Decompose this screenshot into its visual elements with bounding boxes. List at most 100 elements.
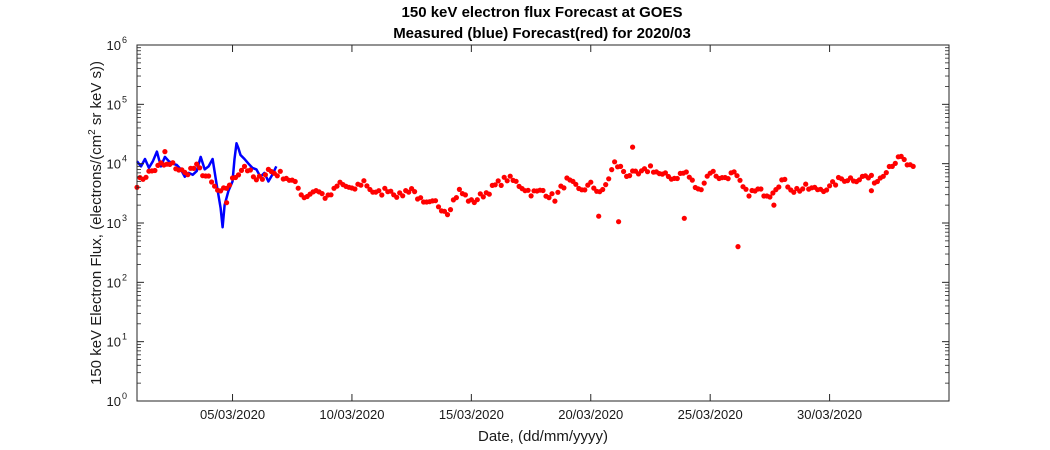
forecast-point <box>674 175 680 182</box>
forecast-point <box>412 189 418 195</box>
forecast-point <box>528 193 534 199</box>
forecast-point <box>394 194 400 200</box>
forecast-point <box>588 179 594 185</box>
forecast-point <box>480 194 486 200</box>
y-axis-label: 150 keV Electron Flux, (electrons/(cm2 s… <box>87 61 105 385</box>
forecast-point <box>874 178 881 185</box>
y-axis-label-superscript: 2 <box>87 129 98 135</box>
forecast-point <box>868 188 875 194</box>
x-tick-label: 10/03/2020 <box>319 407 384 422</box>
forecast-point <box>803 181 809 187</box>
forecast-point <box>143 174 149 180</box>
forecast-point <box>292 178 298 185</box>
forecast-point <box>194 161 200 167</box>
y-tick-label: 10 <box>107 394 121 409</box>
forecast-point <box>444 212 451 218</box>
forecast-point <box>277 168 283 174</box>
forecast-point <box>606 176 612 182</box>
forecast-point <box>453 195 459 201</box>
forecast-point <box>910 163 916 169</box>
forecast-point <box>618 163 624 169</box>
forecast-point <box>644 169 651 175</box>
forecast-point <box>224 200 230 206</box>
forecast-point <box>376 188 382 194</box>
forecast-point <box>901 156 907 163</box>
forecast-point <box>824 187 830 193</box>
forecast-point <box>883 170 889 176</box>
forecast-point <box>662 170 669 176</box>
forecast-point <box>474 197 480 203</box>
forecast-point <box>827 183 833 189</box>
forecast-point <box>746 193 752 199</box>
forecast-point <box>295 185 301 191</box>
forecast-point <box>456 186 462 192</box>
x-tick-label: 15/03/2020 <box>439 407 504 422</box>
forecast-point <box>432 198 439 204</box>
forecast-point <box>767 194 773 200</box>
forecast-point <box>418 195 424 201</box>
forecast-point <box>226 182 233 188</box>
forecast-point <box>388 188 394 194</box>
forecast-point <box>710 168 716 174</box>
measured-series-line <box>136 142 278 229</box>
forecast-point <box>513 178 519 184</box>
forecast-point <box>561 185 567 191</box>
forecast-point <box>734 173 740 179</box>
series-layer <box>134 142 916 250</box>
forecast-point <box>262 172 268 178</box>
forecast-point <box>555 189 561 195</box>
chart-subtitle: Measured (blue) Forecast(red) for 2020/0… <box>393 25 691 42</box>
y-axis-label-text: sr keV s)) <box>88 61 105 129</box>
forecast-point <box>701 180 707 186</box>
forecast-point <box>735 244 741 250</box>
forecast-point <box>379 192 385 198</box>
forecast-point <box>328 192 334 198</box>
forecast-point <box>400 193 406 199</box>
forecast-point <box>880 173 886 179</box>
forecast-point <box>833 182 839 188</box>
forecast-point <box>698 187 704 193</box>
forecast-point <box>868 172 875 178</box>
forecast-point <box>212 183 218 189</box>
forecast-point <box>596 213 602 219</box>
y-tick-label: 10 <box>107 97 121 112</box>
forecast-point <box>549 191 555 197</box>
forecast-point <box>191 165 197 171</box>
forecast-point <box>791 189 797 195</box>
forecast-point <box>498 182 504 188</box>
forecast-point <box>603 182 609 188</box>
forecast-point <box>352 186 358 192</box>
forecast-point <box>247 167 253 173</box>
forecast-point <box>609 167 615 173</box>
forecast-point <box>630 144 636 150</box>
forecast-point <box>782 176 788 182</box>
forecast-point <box>689 177 695 183</box>
forecast-point <box>185 172 191 178</box>
chart-title: 150 keV electron flux Forecast at GOES <box>402 4 683 21</box>
y-tick-label: 10 <box>107 275 121 290</box>
forecast-point <box>322 195 328 201</box>
forecast-point <box>725 176 731 182</box>
forecast-point <box>758 186 764 192</box>
forecast-point <box>573 181 579 187</box>
y-tick-exponent: 5 <box>122 94 127 104</box>
forecast-point <box>743 186 749 192</box>
forecast-point <box>776 184 782 190</box>
forecast-point <box>800 186 806 192</box>
y-tick-label: 10 <box>107 216 121 231</box>
forecast-point <box>507 173 513 179</box>
forecast-point <box>197 165 203 171</box>
forecast-point <box>737 177 743 183</box>
forecast-point <box>770 190 776 196</box>
forecast-point <box>462 192 468 198</box>
y-tick-exponent: 2 <box>122 272 127 282</box>
forecast-point <box>235 172 242 178</box>
x-axis: 05/03/2020 10/03/2020 15/03/2020 20/03/2020… <box>200 45 862 422</box>
y-tick-exponent: 0 <box>122 391 127 401</box>
y-tick-label: 10 <box>107 38 121 53</box>
forecast-point <box>830 179 836 185</box>
forecast-point <box>170 160 176 166</box>
forecast-point <box>361 178 367 184</box>
forecast-point <box>241 163 248 169</box>
